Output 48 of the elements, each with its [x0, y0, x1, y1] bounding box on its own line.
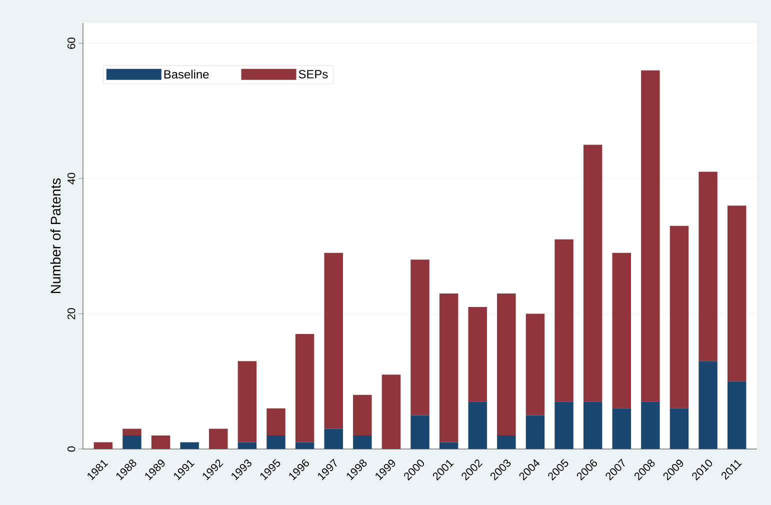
bar	[554, 402, 574, 449]
bar	[612, 252, 631, 408]
bar	[122, 435, 142, 449]
bar	[526, 415, 545, 449]
legend-label: SEPs	[298, 70, 328, 78]
bar	[353, 435, 372, 449]
bar	[410, 415, 430, 449]
bar	[727, 381, 746, 449]
bar	[727, 206, 746, 382]
bar	[698, 172, 718, 362]
bar	[670, 226, 689, 408]
bar	[266, 435, 286, 449]
y-tick-label: 0	[67, 446, 76, 452]
bar	[295, 334, 314, 442]
bar	[554, 239, 574, 402]
y-tick-label: 60	[67, 38, 76, 49]
bar	[641, 70, 660, 402]
bar	[151, 435, 170, 449]
bar	[353, 394, 372, 436]
bar	[497, 293, 516, 436]
bar	[324, 428, 343, 449]
bar	[324, 252, 343, 429]
bar	[641, 402, 660, 449]
bar	[439, 293, 458, 442]
bar	[295, 442, 314, 449]
y-tick-label: 20	[67, 308, 76, 320]
bar	[583, 402, 602, 449]
bar	[180, 442, 199, 449]
bar	[468, 402, 487, 449]
bar	[698, 361, 718, 449]
bar	[238, 361, 257, 442]
bar	[670, 408, 689, 449]
bar	[209, 428, 228, 449]
bar	[526, 314, 545, 416]
bar	[266, 408, 286, 436]
y-tick-label: 40	[67, 172, 76, 184]
legend-label: Baseline	[164, 70, 209, 79]
bar	[382, 374, 401, 449]
bar	[410, 260, 430, 416]
bar	[439, 442, 458, 449]
bar	[468, 307, 487, 402]
bar	[238, 442, 257, 449]
bar	[583, 144, 602, 402]
bar	[612, 408, 631, 449]
y-axis-title: Number of Patents	[50, 178, 61, 293]
bar	[94, 442, 113, 449]
bar	[497, 435, 516, 449]
bar	[122, 428, 142, 436]
